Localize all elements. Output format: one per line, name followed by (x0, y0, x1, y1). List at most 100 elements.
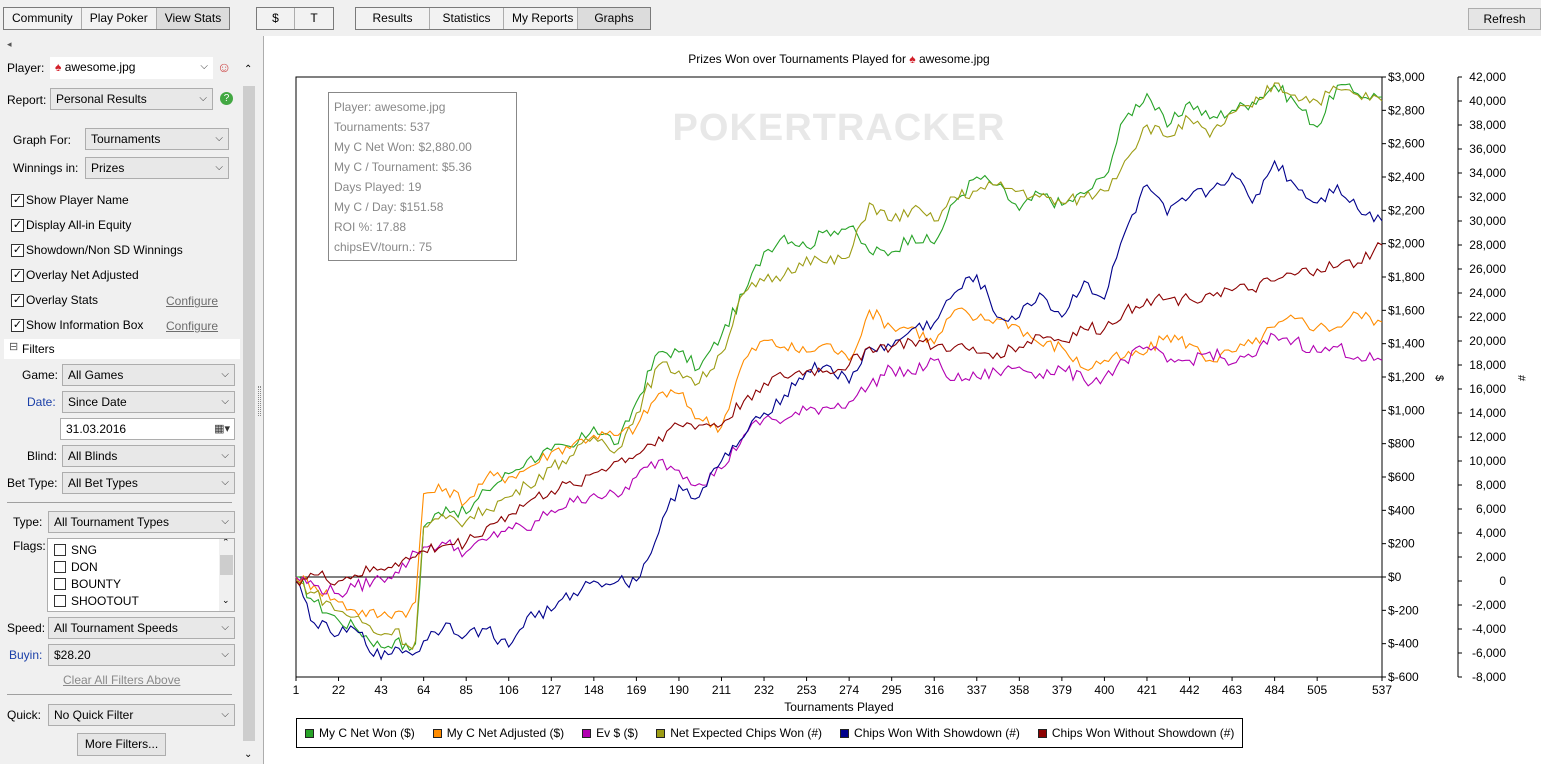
scroll-down-icon[interactable]: ⌄ (244, 749, 253, 760)
x-tick-label: 505 (1307, 683, 1327, 697)
flags-scrollbar[interactable]: ⌃ ⌄ (219, 539, 234, 611)
checkbox-label: Showdown/Non SD Winnings (26, 243, 183, 257)
chevron-down-icon: ⌵ (199, 93, 207, 104)
legend-label: Chips Won With Showdown (#) (854, 726, 1020, 740)
buyin-select[interactable]: $28.20 ⌵ (48, 644, 235, 666)
dollar-tick-label: $3,000 (1388, 70, 1425, 84)
graph-for-select[interactable]: Tournaments ⌵ (85, 128, 229, 150)
report-select[interactable]: Personal Results ⌵ (50, 88, 213, 110)
more-filters-button[interactable]: More Filters... (77, 733, 166, 756)
filters-header[interactable]: ⊟ Filters (4, 339, 240, 359)
series-line (295, 332, 1383, 598)
x-tick-label: 127 (541, 683, 561, 697)
date-range-select[interactable]: Since Date ⌵ (62, 391, 235, 413)
legend-item: Chips Won Without Showdown (#) (1037, 726, 1234, 740)
flag-checkbox[interactable] (54, 578, 66, 590)
dollar-tick-label: $2,000 (1388, 237, 1425, 251)
play-poker-button[interactable]: Play Poker (81, 8, 157, 29)
legend-item: My C Net Adjusted ($) (432, 726, 564, 740)
scroll-up-icon[interactable]: ⌃ (244, 64, 253, 75)
results-chart: Prizes Won over Tournaments Played for ♠… (293, 52, 1527, 714)
chevron-down-icon: ⌵ (200, 61, 208, 72)
refresh-button[interactable]: Refresh (1468, 8, 1541, 30)
checkbox-label: Display All-in Equity (26, 218, 132, 232)
checkbox-show-player-name[interactable]: ✓ (11, 194, 24, 207)
dollar-mode-button[interactable]: $ (257, 8, 295, 29)
panel-splitter[interactable] (257, 36, 263, 764)
bet-type-select[interactable]: All Bet Types ⌵ (62, 472, 235, 494)
checkbox-show-information-box[interactable]: ✓ (11, 319, 24, 332)
x-tick-label: 253 (797, 683, 817, 697)
flag-checkbox[interactable] (54, 595, 66, 607)
player-avatar-icon[interactable]: ☺ (217, 59, 232, 75)
chevron-down-icon: ⌵ (221, 450, 229, 461)
player-select[interactable]: ♠ awesome.jpg ⌵ (50, 57, 213, 79)
date-picker[interactable]: 31.03.2016 ▦▾ (60, 418, 235, 440)
scrollbar-thumb[interactable] (243, 86, 255, 741)
flag-item-bounty[interactable]: BOUNTY (54, 576, 121, 592)
x-tick-label: 537 (1372, 683, 1392, 697)
tournament-mode-button[interactable]: T (295, 8, 333, 29)
dollar-axis-label: $ (1433, 375, 1445, 381)
flag-checkbox[interactable] (54, 561, 66, 573)
quick-filter-select[interactable]: No Quick Filter ⌵ (48, 704, 235, 726)
view-stats-button[interactable]: View Stats (156, 8, 230, 29)
x-tick-label: 1 (293, 683, 300, 697)
chips-tick-label: 8,000 (1476, 478, 1506, 492)
chips-tick-label: 24,000 (1469, 286, 1506, 300)
info-line: Player: awesome.jpg (334, 100, 446, 114)
legend-item: Net Expected Chips Won (#) (656, 726, 822, 740)
info-line: Days Played: 19 (334, 180, 422, 194)
chips-tick-label: 22,000 (1469, 310, 1506, 324)
chevron-down-icon: ⌵ (221, 396, 229, 407)
chips-tick-label: 38,000 (1469, 118, 1506, 132)
checkbox-showdown-non-sd-winnings[interactable]: ✓ (11, 244, 24, 257)
player-label: Player: (7, 61, 45, 75)
dollar-tick-label: $1,800 (1388, 270, 1425, 284)
flag-item-don[interactable]: DON (54, 559, 98, 575)
info-line: Tournaments: 537 (334, 120, 431, 134)
buyin-label: Buyin: (9, 648, 43, 662)
flag-checkbox[interactable] (54, 544, 66, 556)
dollar-tick-label: $2,400 (1388, 170, 1425, 184)
tab-results[interactable]: Results (356, 8, 430, 29)
scroll-down-icon[interactable]: ⌄ (222, 595, 230, 605)
tab-statistics[interactable]: Statistics (430, 8, 504, 29)
tab-graphs[interactable]: Graphs (578, 8, 650, 29)
game-select[interactable]: All Games ⌵ (62, 364, 235, 386)
tab-my-reports[interactable]: My Reports (504, 8, 578, 29)
chips-axis-label: # (1515, 375, 1527, 382)
flags-list: SNG DON BOUNTY SHOOTOUT ⌃ ⌄ (47, 538, 235, 612)
calendar-icon[interactable]: ▦▾ (214, 423, 230, 435)
flag-item-sng[interactable]: SNG (54, 542, 97, 558)
speed-select[interactable]: All Tournament Speeds ⌵ (48, 617, 235, 639)
winnings-in-select[interactable]: Prizes ⌵ (85, 157, 229, 179)
series-line (295, 83, 1383, 652)
chevron-down-icon: ⌵ (221, 622, 229, 633)
date-range-value: Since Date (68, 395, 127, 409)
checkbox-overlay-net-adjusted[interactable]: ✓ (11, 269, 24, 282)
x-axis-label: Tournaments Played (784, 700, 893, 714)
help-icon[interactable]: ? (220, 92, 233, 105)
dollar-tick-label: $600 (1388, 470, 1415, 484)
chevron-down-icon: ⌵ (215, 133, 223, 144)
collapse-arrow-icon[interactable]: ◂ (7, 39, 12, 49)
blind-select[interactable]: All Blinds ⌵ (62, 445, 235, 467)
checkbox-display-all-in-equity[interactable]: ✓ (11, 219, 24, 232)
x-tick-label: 43 (374, 683, 388, 697)
tournament-type-select[interactable]: All Tournament Types ⌵ (48, 511, 235, 533)
configure-overlay-stats-link[interactable]: Configure (166, 294, 219, 308)
x-tick-label: 232 (754, 683, 774, 697)
date-label: Date: (27, 395, 56, 409)
community-button[interactable]: Community (4, 8, 82, 29)
sidebar-scrollbar[interactable]: ⌃ ⌄ (241, 36, 257, 764)
dollar-tick-label: $1,000 (1388, 403, 1425, 417)
info-line: My C / Day: $151.58 (334, 200, 444, 214)
scroll-up-icon[interactable]: ⌃ (222, 538, 230, 547)
checkbox-overlay-stats[interactable]: ✓ (11, 294, 24, 307)
dollar-tick-label: $1,400 (1388, 337, 1425, 351)
info-line: chipsEV/tourn.: 75 (334, 240, 433, 254)
configure-info-box-link[interactable]: Configure (166, 319, 219, 333)
clear-filters-link[interactable]: Clear All Filters Above (63, 673, 181, 687)
flag-item-shootout[interactable]: SHOOTOUT (54, 593, 139, 609)
